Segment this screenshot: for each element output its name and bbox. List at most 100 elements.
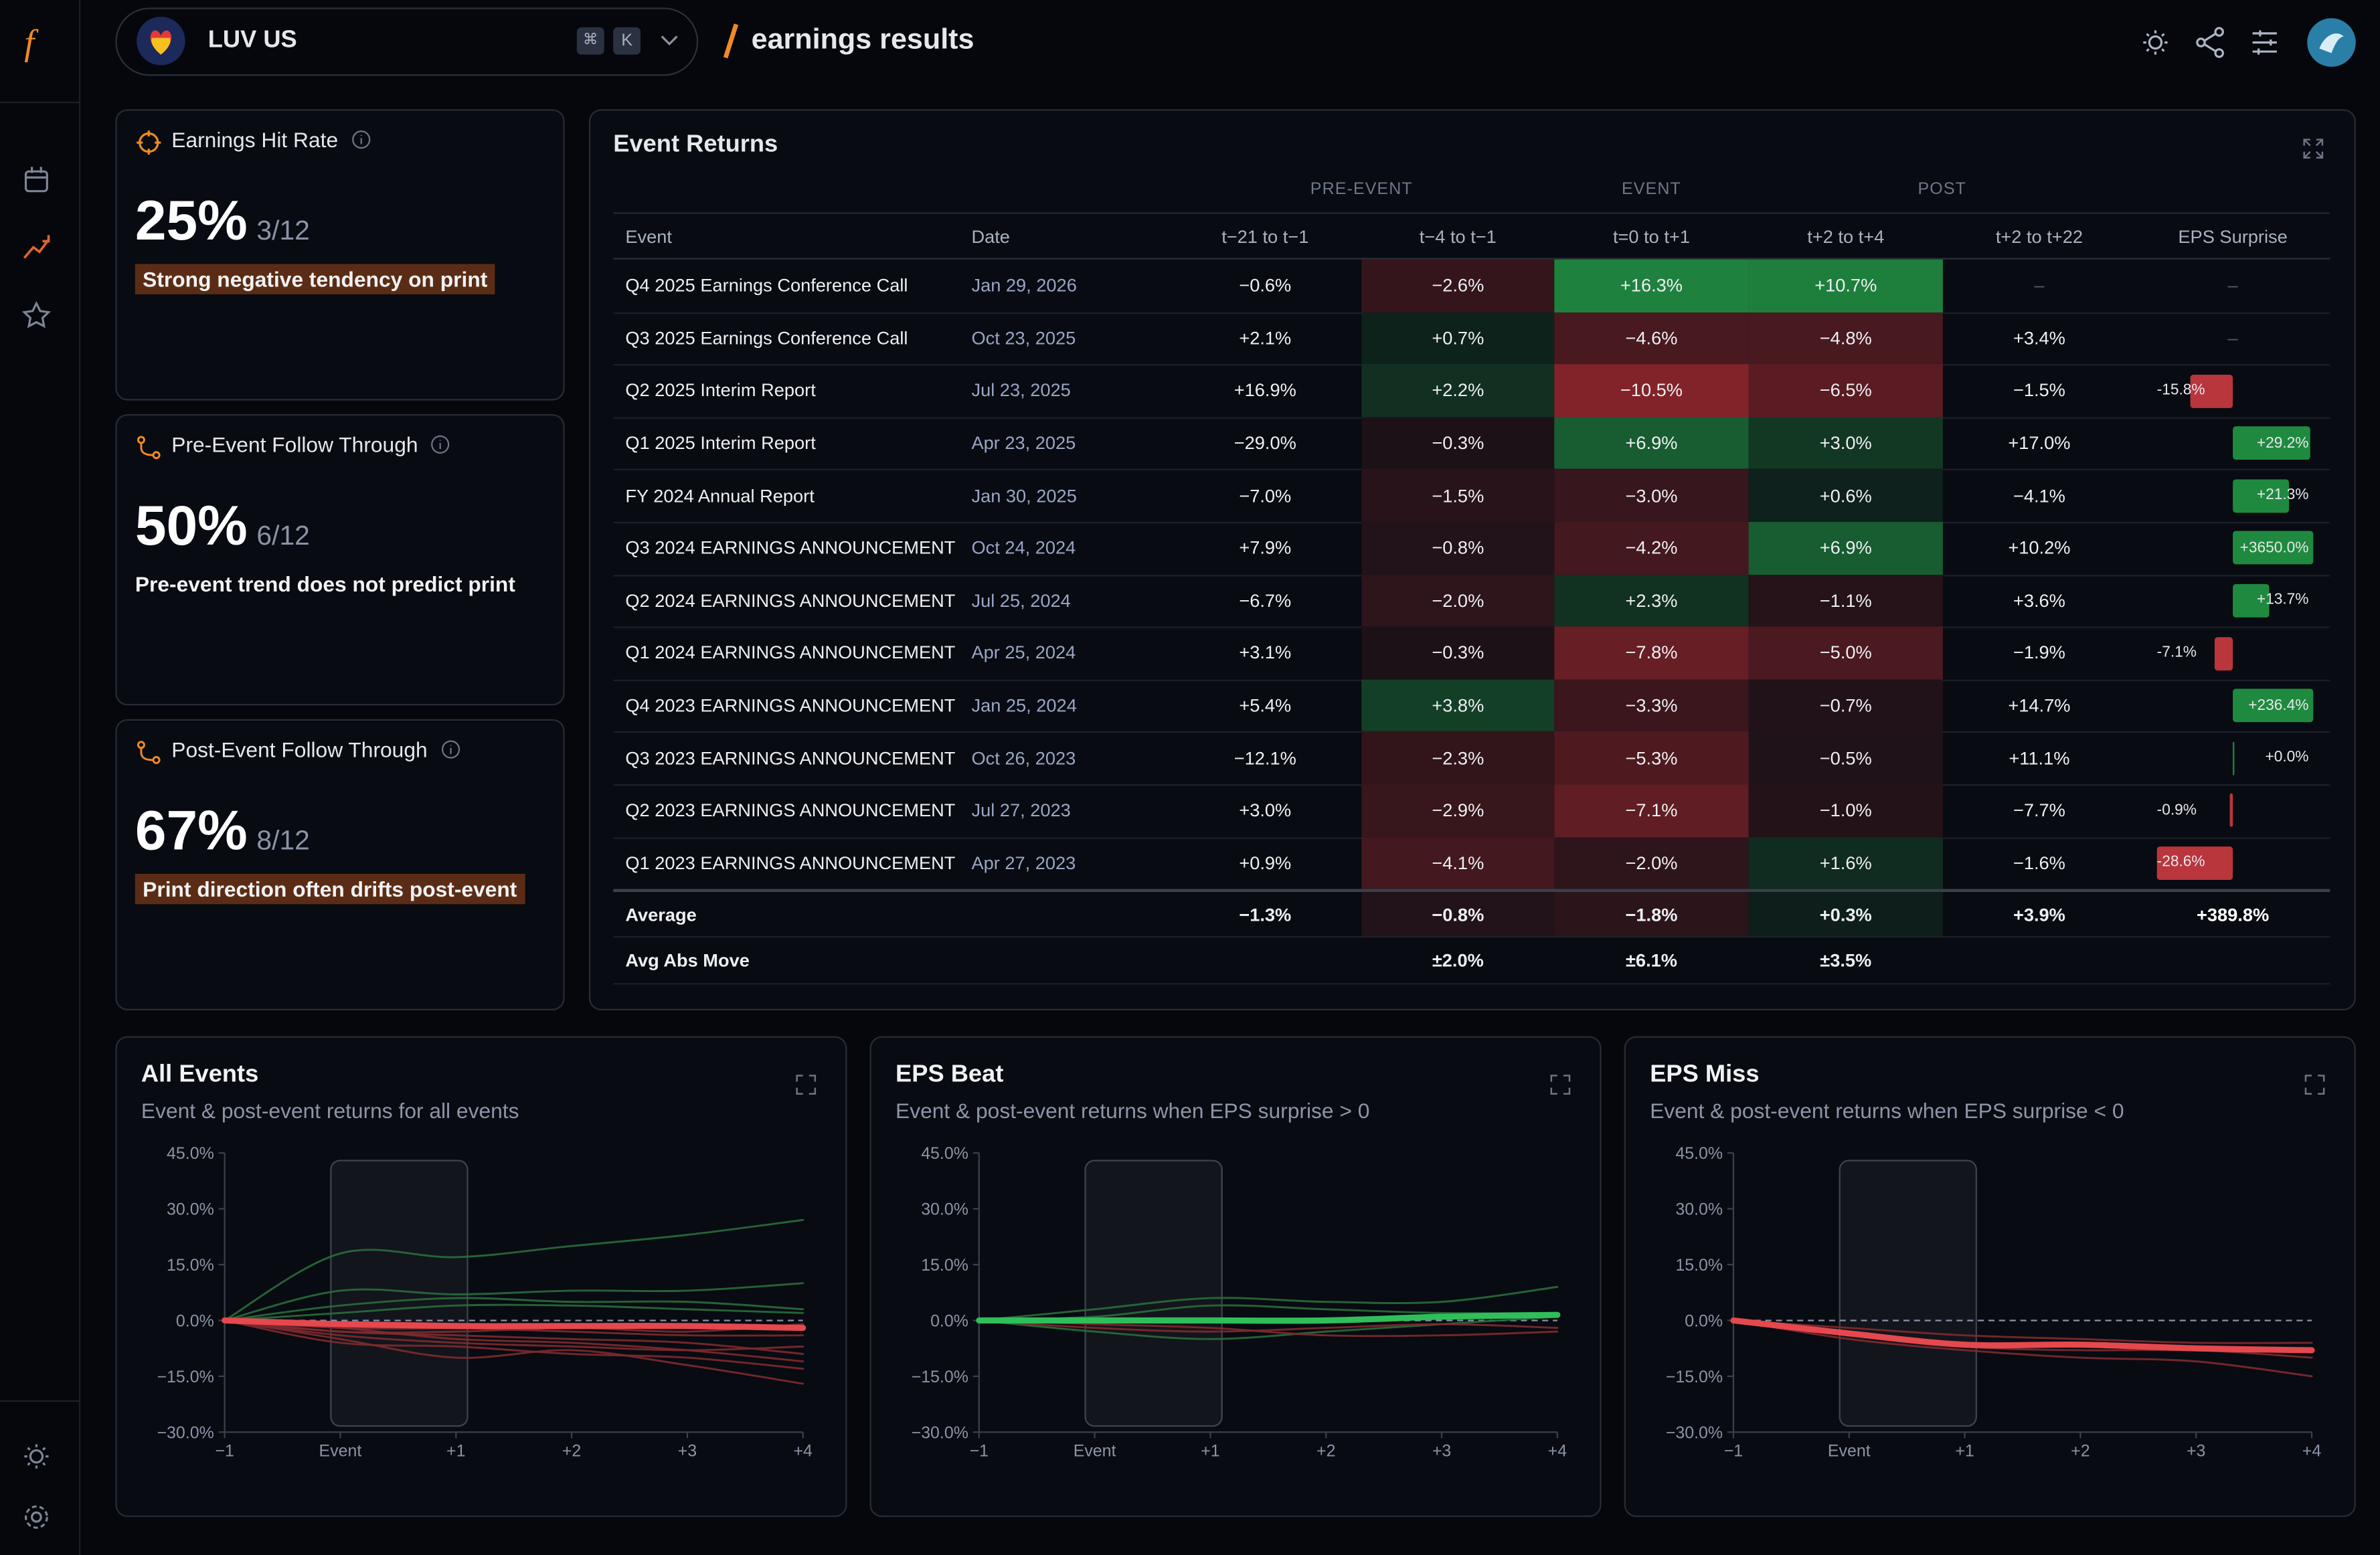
- chart-subtitle: Event & post-event returns when EPS surp…: [1650, 1099, 2124, 1123]
- info-icon[interactable]: [440, 739, 461, 760]
- event-window: [330, 1160, 469, 1427]
- return-cell: −7.0%: [1239, 484, 1292, 507]
- y-tick-label: −30.0%: [157, 1423, 214, 1442]
- eps-label: -0.9%: [2156, 802, 2197, 819]
- theme-icon[interactable]: [24, 1444, 49, 1469]
- info-icon[interactable]: [350, 129, 371, 151]
- info-icon[interactable]: [430, 434, 452, 455]
- page-title: earnings results: [751, 24, 974, 56]
- chart-subtitle: Event & post-event returns for all event…: [141, 1099, 519, 1123]
- x-tick-label: +3: [678, 1442, 697, 1461]
- eps-label: -7.1%: [2156, 644, 2197, 662]
- event-date: Apr 25, 2024: [971, 642, 1076, 664]
- eps-label: +29.2%: [2256, 434, 2309, 452]
- return-cell: +0.6%: [1748, 469, 1943, 522]
- ratio: 8/12: [256, 825, 310, 856]
- card-icon: [137, 436, 161, 460]
- x-tick-label: +1: [1201, 1442, 1219, 1461]
- return-cell: −2.0%: [1554, 836, 1749, 890]
- return-cell: +14.7%: [2008, 695, 2071, 717]
- return-cell: +1.6%: [1748, 836, 1943, 890]
- y-tick-label: 0.0%: [1685, 1312, 1723, 1331]
- hit-rate: 50%: [135, 494, 248, 557]
- filters-button[interactable]: [2252, 30, 2277, 55]
- eps-bar: [2191, 373, 2233, 407]
- event-name: Average: [625, 903, 697, 925]
- x-tick-label: +2: [562, 1442, 581, 1461]
- return-cell: −1.3%: [1239, 903, 1292, 925]
- x-tick-label: +2: [2071, 1442, 2090, 1461]
- x-tick-label: +4: [793, 1442, 813, 1461]
- y-tick-label: −15.0%: [1666, 1368, 1723, 1386]
- rule: [613, 212, 2330, 214]
- chart-title: EPS Beat: [896, 1060, 1003, 1087]
- expand-button[interactable]: [2302, 138, 2324, 159]
- settings-icon[interactable]: [24, 1505, 48, 1529]
- y-tick-label: 45.0%: [921, 1144, 968, 1163]
- eps-bar: [2213, 636, 2233, 670]
- star-icon[interactable]: [21, 300, 52, 329]
- return-cell: +2.3%: [1554, 574, 1749, 627]
- y-tick-label: −15.0%: [912, 1368, 968, 1386]
- expand-button[interactable]: [796, 1075, 817, 1095]
- return-cell: −1.0%: [1748, 784, 1943, 837]
- event-date: Apr 23, 2025: [971, 432, 1076, 454]
- event-date: Jul 23, 2025: [971, 379, 1071, 401]
- return-cell: −4.6%: [1554, 312, 1749, 365]
- return-cell: +6.9%: [1554, 417, 1749, 470]
- card-title: Earnings Hit Rate: [171, 127, 370, 152]
- divider: [0, 1400, 79, 1402]
- event-name: Q2 2023 EARNINGS ANNOUNCEMENT: [625, 800, 956, 822]
- event-line: [224, 1319, 804, 1385]
- event-name: Q4 2025 Earnings Conference Call: [625, 275, 908, 296]
- event-window: [1084, 1160, 1223, 1427]
- return-cell: −1.5%: [2013, 379, 2065, 401]
- event-date: Jan 29, 2026: [971, 275, 1077, 296]
- return-cell: −2.3%: [1361, 731, 1555, 785]
- header-actions: [2143, 18, 2356, 67]
- event-line: [978, 1315, 1559, 1340]
- eps-label: -15.8%: [2156, 382, 2205, 399]
- expand-button[interactable]: [2304, 1075, 2325, 1095]
- event-name: Q4 2023 EARNINGS ANNOUNCEMENT: [625, 695, 956, 717]
- calendar-icon[interactable]: [24, 167, 48, 193]
- return-cell: −6.5%: [1748, 364, 1943, 418]
- average-line: [1730, 1317, 2315, 1354]
- theme-button[interactable]: [2143, 30, 2168, 55]
- card-title: Pre-Event Follow Through: [171, 432, 450, 456]
- eps-label: +0.0%: [2265, 749, 2309, 767]
- chart-panel: All Events Event & post-event returns for…: [115, 1036, 847, 1518]
- card-note: Pre-event trend does not predict print: [135, 571, 515, 597]
- eps-label: +3650.0%: [2239, 539, 2309, 557]
- x-tick-label: +4: [2302, 1442, 2322, 1461]
- event-line: [224, 1319, 804, 1352]
- nav-icons: [21, 167, 52, 329]
- expand-button[interactable]: [1550, 1075, 1571, 1095]
- event-line: [224, 1303, 804, 1321]
- line-chart: EPS Beat Event & post-event returns when …: [896, 1060, 1571, 1461]
- chevron[interactable]: [659, 33, 680, 49]
- ticker-search[interactable]: [115, 7, 699, 76]
- column-header: t+2 to t+4: [1807, 225, 1885, 247]
- ticker-logo: [137, 16, 185, 66]
- share-button[interactable]: [2196, 27, 2224, 58]
- return-cell: −0.5%: [1748, 731, 1943, 785]
- average-line: [976, 1311, 1561, 1324]
- y-tick-label: 30.0%: [1675, 1200, 1723, 1219]
- x-tick-label: −1: [215, 1442, 234, 1461]
- divider: [0, 101, 79, 104]
- column-header: Event: [625, 225, 672, 247]
- x-tick-label: +1: [1955, 1442, 1974, 1461]
- return-cell: −5.0%: [1748, 626, 1943, 680]
- event-line: [224, 1297, 804, 1321]
- eps-cell: –: [2227, 275, 2238, 296]
- chart-title: EPS Miss: [1650, 1060, 1759, 1087]
- return-cell: −0.7%: [1748, 679, 1943, 732]
- event-date: Oct 24, 2024: [971, 537, 1076, 559]
- trend-icon[interactable]: [23, 239, 50, 259]
- event-name: FY 2024 Annual Report: [625, 484, 815, 507]
- logo[interactable]: f: [24, 24, 35, 64]
- card-note: Strong negative tendency on print: [135, 264, 495, 294]
- event-line: [1732, 1319, 2313, 1344]
